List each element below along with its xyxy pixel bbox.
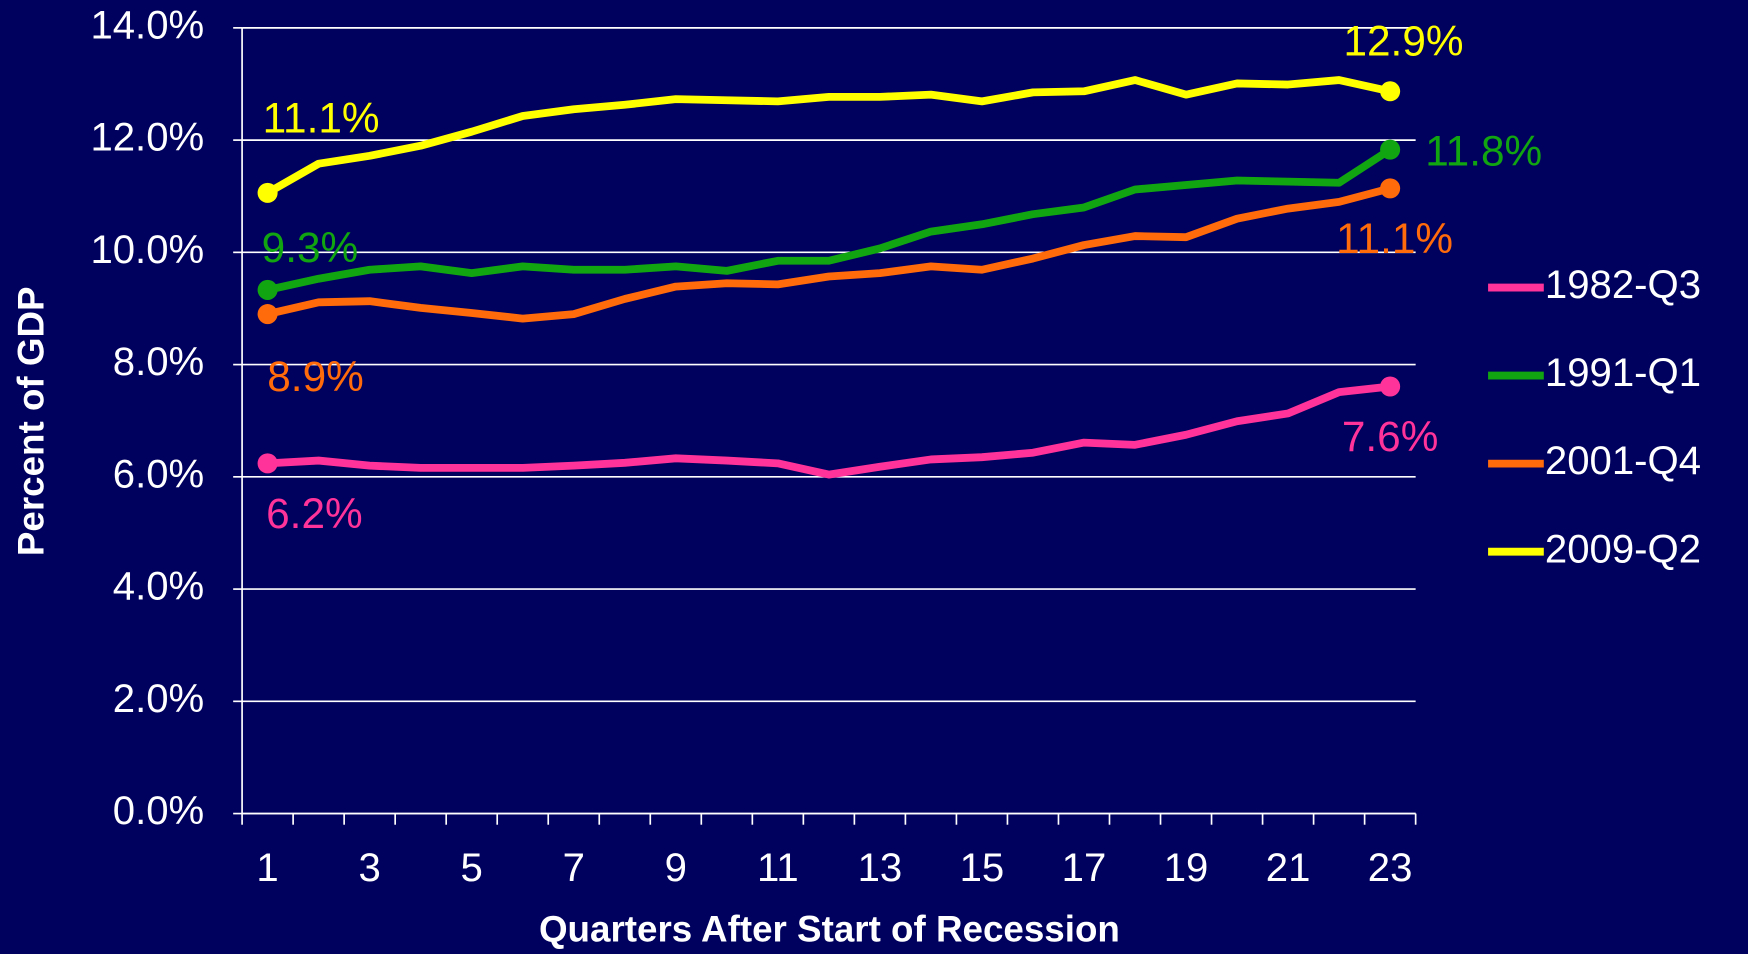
legend-label: 2001-Q4 <box>1545 438 1701 483</box>
y-axis-title: Percent of GDP <box>10 286 51 556</box>
y-tick-label: 14.0% <box>90 2 204 47</box>
series-line <box>267 382 1391 479</box>
x-tick-label: 7 <box>563 845 585 890</box>
y-tick-label: 6.0% <box>113 451 204 496</box>
x-tick-label: 3 <box>358 845 380 890</box>
data-label: 6.2% <box>266 490 363 537</box>
x-tick-label: 23 <box>1368 845 1413 890</box>
x-tick-label: 21 <box>1266 845 1311 890</box>
data-label: 11.1% <box>1336 215 1453 262</box>
y-tick-label: 12.0% <box>90 115 204 160</box>
end-marker <box>1380 139 1401 160</box>
data-label: 8.9% <box>267 353 364 400</box>
x-axis-title: Quarters After Start of Recession <box>539 908 1120 949</box>
end-marker <box>257 279 278 300</box>
x-tick-label: 9 <box>665 845 687 890</box>
legend-label: 1991-Q1 <box>1545 350 1701 395</box>
y-tick-label: 2.0% <box>113 676 204 721</box>
end-marker <box>1380 81 1401 102</box>
x-tick-label: 19 <box>1164 845 1209 890</box>
data-label: 7.6% <box>1342 413 1439 460</box>
x-tick-label: 13 <box>858 845 903 890</box>
y-tick-label: 10.0% <box>90 227 204 272</box>
data-label: 12.9% <box>1343 18 1463 65</box>
end-marker <box>257 182 278 203</box>
x-tick-label: 5 <box>461 845 483 890</box>
y-tick-label: 4.0% <box>113 564 204 609</box>
y-tick-label: 0.0% <box>113 788 204 833</box>
data-label: 11.8% <box>1425 127 1542 174</box>
data-label: 9.3% <box>262 224 359 271</box>
series-line <box>266 146 1393 294</box>
x-tick-label: 1 <box>256 845 278 890</box>
x-tick-label: 15 <box>960 845 1005 890</box>
x-tick-label: 17 <box>1062 845 1107 890</box>
end-marker <box>257 304 278 325</box>
series-line <box>266 184 1392 323</box>
data-label: 11.1% <box>263 95 380 142</box>
end-marker <box>1380 376 1401 397</box>
end-marker <box>257 453 278 474</box>
y-tick-label: 8.0% <box>113 339 204 384</box>
end-marker <box>1380 178 1401 199</box>
legend-label: 1982-Q3 <box>1545 262 1701 307</box>
legend-label: 2009-Q2 <box>1545 526 1701 571</box>
x-tick-label: 11 <box>757 845 799 890</box>
series-line <box>265 76 1391 197</box>
